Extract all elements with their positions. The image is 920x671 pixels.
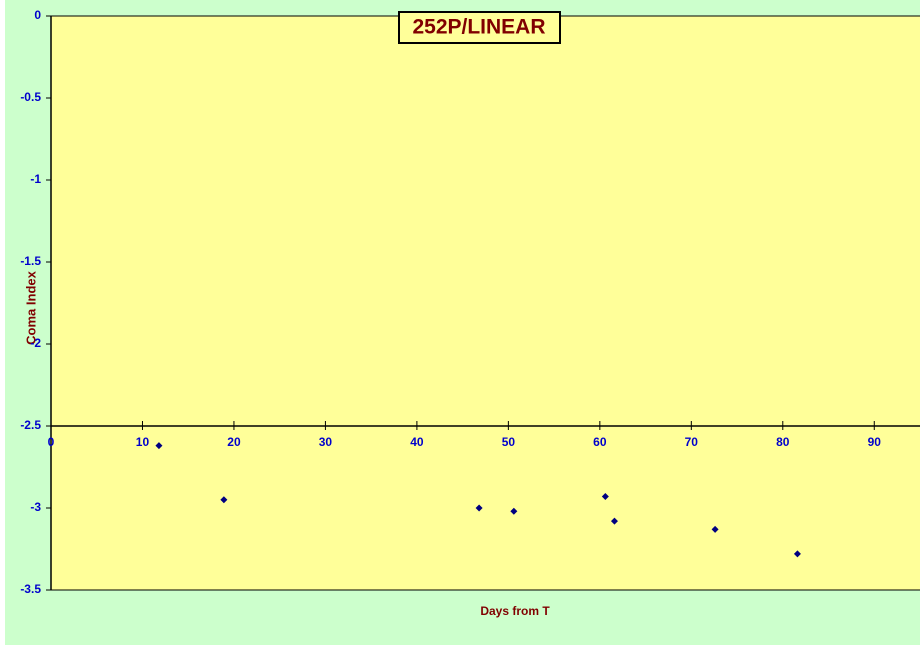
y-axis-label: Coma Index bbox=[23, 270, 38, 344]
plot-area bbox=[51, 16, 920, 590]
y-tick-label: 0 bbox=[34, 8, 41, 22]
y-tick-label: -1 bbox=[30, 172, 41, 186]
title-box bbox=[398, 11, 561, 44]
x-tick-label: 90 bbox=[868, 435, 882, 449]
x-tick-label: 20 bbox=[227, 435, 241, 449]
y-tick-label: -0.5 bbox=[20, 90, 41, 104]
y-tick-label: -2.5 bbox=[20, 418, 41, 432]
marker bbox=[475, 504, 483, 512]
y-tick-label: -3.5 bbox=[20, 582, 41, 596]
x-tick-label: 50 bbox=[502, 435, 516, 449]
marker bbox=[601, 493, 609, 501]
x-tick-label: 70 bbox=[685, 435, 699, 449]
x-tick-label: 80 bbox=[776, 435, 790, 449]
y-tick-label: -1.5 bbox=[20, 254, 41, 268]
y-tick-label: -3 bbox=[30, 500, 41, 514]
marker bbox=[510, 507, 518, 515]
marker bbox=[793, 550, 801, 558]
x-tick-label: 10 bbox=[136, 435, 150, 449]
x-tick-label: 60 bbox=[593, 435, 607, 449]
y-tick-label: -2 bbox=[30, 336, 41, 350]
x-tick-label: 0 bbox=[48, 435, 55, 449]
marker bbox=[220, 496, 228, 504]
marker bbox=[610, 517, 618, 525]
marker bbox=[155, 442, 163, 450]
x-tick-label: 30 bbox=[319, 435, 333, 449]
x-tick-label: 40 bbox=[410, 435, 424, 449]
chart-title: 252P/LINEAR bbox=[412, 16, 545, 39]
marker bbox=[711, 525, 719, 533]
x-axis-label: Days from T bbox=[480, 604, 550, 618]
